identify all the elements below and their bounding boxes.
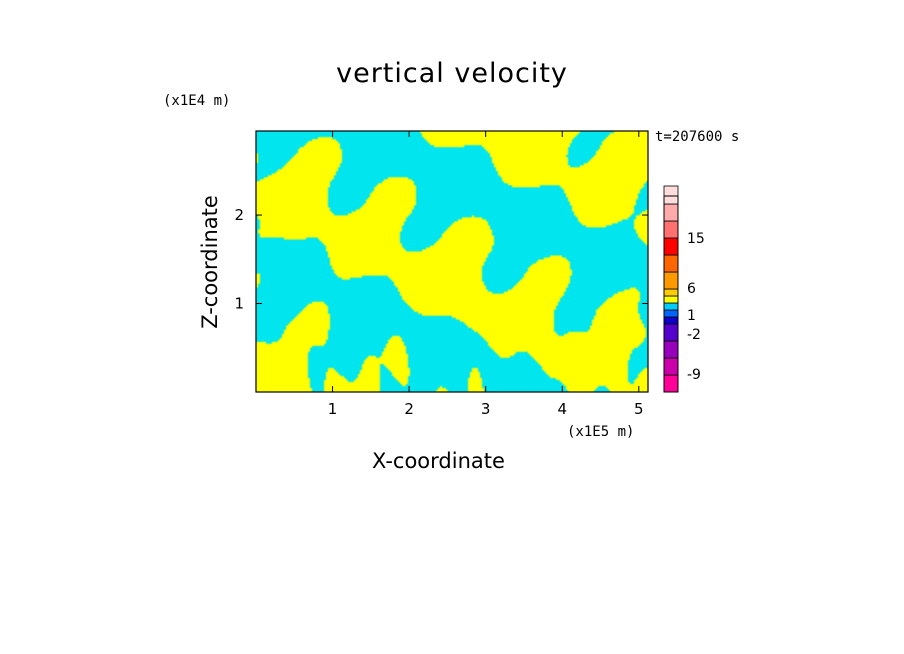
x-tick-label: 3 <box>481 400 491 418</box>
colorbar-segment <box>663 340 679 359</box>
field-raster <box>256 131 648 392</box>
colorbar-segment <box>663 254 679 273</box>
colorbar-segment <box>663 220 679 239</box>
colorbar-segment <box>663 309 679 318</box>
colorbar-label: -9 <box>687 367 701 383</box>
velocity-field <box>256 131 648 392</box>
colorbar-label: 1 <box>687 308 696 324</box>
x-axis-label: X-coordinate <box>372 449 505 473</box>
y-axis-unit: (x1E4 m) <box>163 93 231 109</box>
x-tick-label: 1 <box>328 400 338 418</box>
axes: 1 2 3 4 5 1 2 <box>234 131 648 418</box>
colorbar-segment <box>663 203 679 222</box>
colorbar-segment <box>663 288 679 297</box>
colorbar-label: -2 <box>687 327 701 343</box>
colorbar-segment <box>663 237 679 256</box>
colorbar-segment <box>663 185 679 205</box>
colorbar-segment <box>663 357 679 376</box>
y-tick-label: 2 <box>234 206 244 224</box>
x-tick-label: 4 <box>557 400 567 418</box>
colorbar-segment <box>663 302 679 311</box>
colorbar: 15 6 1 -2 -9 <box>663 185 705 393</box>
chart-title: vertical velocity <box>336 58 568 89</box>
x-tick-label: 5 <box>634 400 644 418</box>
colorbar-segment <box>663 374 679 393</box>
x-axis-unit: (x1E5 m) <box>567 424 635 440</box>
colorbar-segment <box>663 271 679 290</box>
colorbar-label: 15 <box>687 231 705 247</box>
y-tick-label: 1 <box>234 295 244 313</box>
colorbar-frame <box>663 195 679 393</box>
colorbar-label: 6 <box>687 281 696 297</box>
plot-frame <box>255 130 649 393</box>
colorbar-segment <box>663 323 679 342</box>
time-annotation: t=207600 s <box>655 129 740 145</box>
colorbar-segment <box>663 295 679 304</box>
x-tick-label: 2 <box>404 400 414 418</box>
colorbar-segment <box>663 316 679 325</box>
